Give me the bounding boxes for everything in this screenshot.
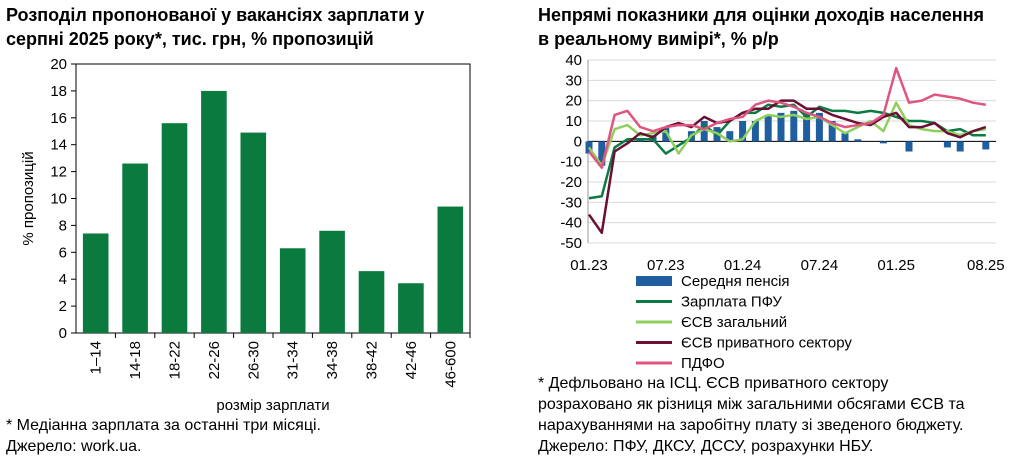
x-tick-label: 31-34 — [285, 341, 302, 379]
y-tick-label: 10 — [565, 113, 582, 130]
pension-bar — [841, 133, 849, 142]
bar-31-34 — [279, 248, 306, 333]
legend-label: ПДФО — [681, 355, 725, 372]
y-tick-label: -10 — [560, 154, 582, 171]
x-tick-label: 01.23 — [570, 257, 608, 274]
x-axis-title: розмір зарплати — [216, 397, 329, 414]
y-tick-label: 20 — [565, 93, 582, 110]
legend-label: ЄСВ загальний — [681, 314, 787, 331]
x-tick-label: 18-22 — [167, 341, 184, 379]
series-line-1 — [588, 103, 986, 200]
pension-bar — [854, 139, 862, 142]
pension-bar — [700, 121, 708, 142]
right-title-line-2: в реальному вимірі*, % р/р — [538, 29, 779, 49]
x-tick-label: 26-30 — [245, 341, 262, 379]
bar-26-30 — [240, 132, 267, 333]
bar-22-26 — [201, 90, 227, 334]
y-tick-label: -30 — [560, 194, 582, 211]
y-tick-label: 18 — [50, 83, 67, 100]
x-tick-label: 07.23 — [647, 257, 685, 274]
pension-bar — [777, 112, 785, 142]
pension-bar — [803, 112, 811, 142]
series-line-4 — [588, 66, 986, 170]
y-tick-label: 8 — [59, 217, 67, 234]
x-tick-label: 46-600 — [442, 341, 459, 388]
x-tick-label: 34-38 — [324, 341, 341, 379]
y-axis-title: % пропозицій — [20, 151, 37, 245]
pension-bar — [751, 121, 759, 142]
x-tick-label: 1–14 — [88, 341, 105, 374]
x-tick-label: 22-26 — [206, 341, 223, 379]
y-tick-label: 10 — [50, 191, 67, 208]
pension-bar — [662, 127, 670, 142]
x-tick-label: 01.24 — [724, 257, 762, 274]
bar-18-22 — [161, 123, 188, 334]
right-chart-notes: * Дефльовано на ІСЦ. ЄСВ приватного сект… — [538, 373, 1022, 457]
x-tick-label: 14-18 — [127, 341, 144, 379]
legend-swatch-bar — [636, 276, 672, 286]
bar-chart: 0 2 4 6 8 10 12 14 16 18 20 1–14 14-18 18-22 22-26 26-3… — [20, 56, 471, 414]
right-note-source: Джерело: ПФУ, ДКСУ, ДССУ, розрахунки НБУ… — [538, 438, 874, 455]
pension-bar — [585, 141, 593, 154]
series-line-2 — [587, 101, 986, 167]
right-title-line-1: Непрямі показники для оцінки доходів нас… — [538, 5, 985, 25]
bar-1–14 — [82, 233, 109, 333]
left-title-line-1: Розподіл пропонованої у вакансіях зарпла… — [6, 5, 425, 25]
y-tick-label: -40 — [560, 215, 582, 232]
bar-42-46 — [398, 283, 424, 333]
right-chart-title: Непрямі показники для оцінки доходів нас… — [538, 3, 1022, 51]
bar-34-38 — [319, 230, 345, 333]
y-tick-label: 4 — [59, 271, 67, 288]
y-tick-label: 16 — [50, 110, 67, 127]
left-chart-notes: * Медіанна зарплата за останні три місяц… — [6, 415, 496, 457]
pension-bar — [982, 141, 990, 150]
line-chart: -50 -40 -30 -20 -10 0 10 20 30 40 01.23 07.23 01.24 0… — [560, 52, 1005, 372]
pension-bar — [956, 141, 964, 152]
left-chart-panel: Розподіл пропонованої у вакансіях зарпла… — [0, 0, 500, 467]
right-note-method-cont: нарахуваннями на заробітну плату зі звед… — [538, 417, 964, 434]
pension-bar — [764, 114, 772, 142]
right-chart-panel: Непрямі показники для оцінки доходів нас… — [500, 0, 1024, 467]
y-tick-label: 6 — [59, 244, 67, 261]
y-tick-label: 2 — [59, 298, 67, 315]
right-note-method: розраховано як різниця між загальними об… — [538, 396, 965, 413]
y-tick-label: 0 — [59, 325, 67, 342]
left-note-source: Джерело: work.ua. — [6, 438, 142, 455]
legend-label: Зарплата ПФУ — [681, 294, 782, 311]
x-tick-label: 42-46 — [403, 341, 420, 379]
x-tick-label: 08.25 — [967, 257, 1005, 274]
y-tick-label: 30 — [565, 72, 582, 89]
pension-bar — [790, 110, 798, 142]
pension-bar — [943, 141, 951, 148]
pension-bar — [879, 141, 887, 144]
left-chart-title: Розподіл пропонованої у вакансіях зарпла… — [6, 3, 492, 51]
left-note-median: * Медіанна зарплата за останні три місяц… — [6, 417, 321, 434]
pension-bar — [815, 112, 823, 142]
y-tick-label: 14 — [50, 137, 67, 154]
series-line-3 — [587, 99, 987, 235]
pension-bar — [828, 121, 836, 142]
y-tick-label: -50 — [560, 235, 582, 252]
x-tick-label: 07.24 — [801, 257, 839, 274]
bar-46-600 — [437, 206, 464, 333]
legend-label: ЄСВ приватного сектору — [681, 335, 852, 352]
pension-bar — [598, 141, 606, 166]
y-tick-label: 20 — [50, 56, 67, 73]
y-tick-label: -20 — [560, 174, 582, 191]
y-tick-label: 0 — [574, 133, 582, 150]
legend-label: Середня пенсія — [681, 273, 790, 290]
bar-38-42 — [358, 271, 385, 333]
pension-bar — [726, 131, 734, 142]
left-title-line-2: серпні 2025 року*, тис. грн, % пропозиці… — [6, 29, 374, 49]
pension-bar — [905, 141, 913, 152]
x-tick-label: 38-42 — [364, 341, 381, 379]
y-tick-label: 12 — [50, 164, 67, 181]
right-note-deflation: * Дефльовано на ІСЦ. ЄСВ приватного сект… — [538, 375, 889, 392]
pension-bar — [739, 121, 747, 142]
x-tick-label: 01.25 — [877, 257, 915, 274]
bar-14-18 — [122, 163, 148, 333]
y-tick-label: 40 — [565, 52, 582, 69]
